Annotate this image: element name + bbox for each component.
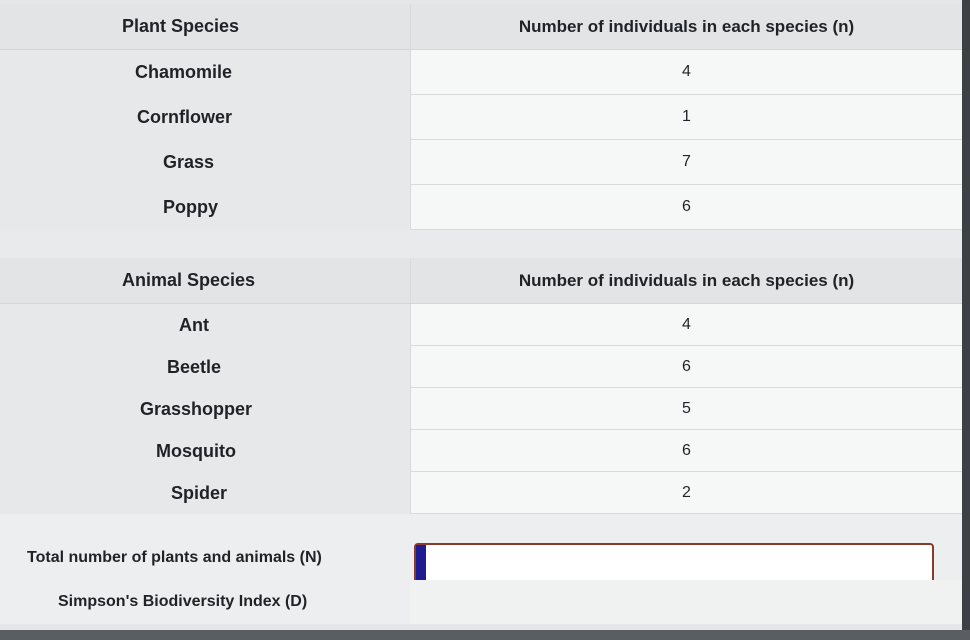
animal-count: 6: [682, 357, 691, 375]
animal-name: Beetle: [167, 356, 222, 377]
plant-count: 4: [682, 63, 691, 80]
screen-bezel: [0, 630, 970, 640]
table-row: Chamomile 4: [0, 50, 962, 95]
plant-count: 6: [682, 198, 691, 215]
plant-table-header: Plant Species Number of individuals in e…: [0, 4, 962, 50]
total-label: Total number of plants and animals (N): [27, 549, 322, 566]
index-row: Simpson's Biodiversity Index (D): [0, 580, 962, 624]
plant-name: Grass: [163, 152, 215, 172]
table-row: Spider 2: [0, 472, 962, 514]
animal-count-header: Number of individuals in each species (n…: [518, 270, 855, 290]
animal-name: Ant: [179, 314, 209, 335]
animal-count: 5: [682, 399, 691, 417]
plant-name: Poppy: [163, 197, 219, 217]
table-row: Beetle 6: [0, 346, 962, 388]
plant-name: Chamomile: [135, 62, 233, 82]
animal-name: Mosquito: [156, 440, 236, 461]
table-row: Mosquito 6: [0, 430, 962, 472]
animal-count: 6: [682, 441, 691, 459]
animal-table-header: Animal Species Number of individuals in …: [0, 258, 962, 304]
plant-count-header: Number of individuals in each species (n…: [518, 16, 855, 36]
input-cursor-accent: [416, 545, 426, 583]
table-gap: [0, 230, 962, 258]
total-input[interactable]: [414, 543, 934, 585]
plant-name: Cornflower: [137, 107, 233, 127]
index-label: Simpson's Biodiversity Index (D): [58, 593, 308, 610]
animal-name: Grasshopper: [140, 398, 253, 419]
plant-count: 1: [682, 108, 691, 125]
table-row: Ant 4: [0, 304, 962, 346]
animal-count: 4: [682, 315, 691, 333]
screen-edge: [962, 0, 970, 640]
animal-name: Spider: [171, 482, 228, 503]
animal-species-header: Animal Species: [122, 270, 256, 290]
table-gap: [0, 514, 962, 536]
plant-species-header: Plant Species: [122, 16, 240, 36]
table-row: Poppy 6: [0, 185, 962, 230]
table-row: Grasshopper 5: [0, 388, 962, 430]
table-row: Cornflower 1: [0, 95, 962, 140]
animal-count: 2: [682, 483, 691, 501]
table-row: Grass 7: [0, 140, 962, 185]
plant-count: 7: [682, 153, 691, 170]
